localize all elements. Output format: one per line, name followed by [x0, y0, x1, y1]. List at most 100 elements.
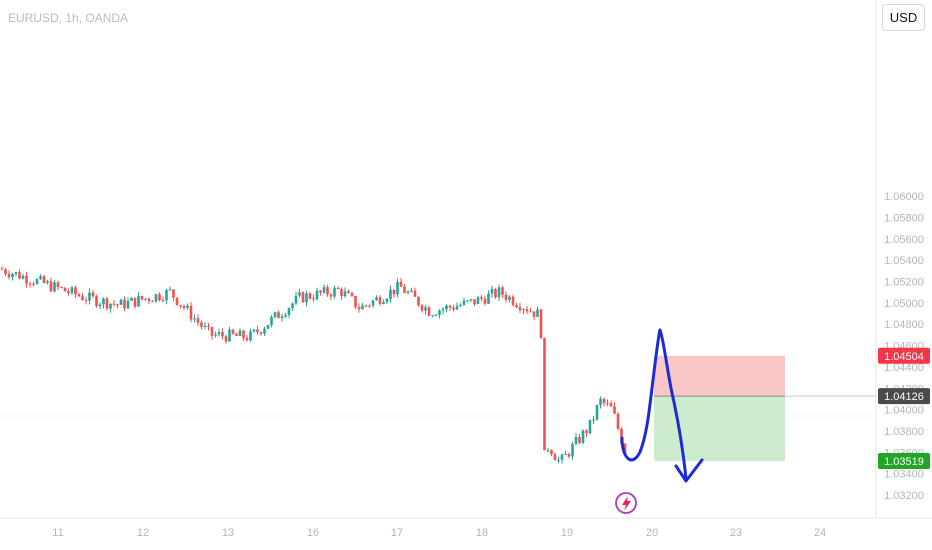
- candle-body: [574, 437, 578, 445]
- candle-body: [532, 311, 536, 317]
- y-tick-label: 1.03800: [884, 426, 924, 438]
- y-tick-label: 1.03200: [884, 490, 924, 502]
- candle-body: [88, 292, 91, 301]
- candle-body: [529, 311, 532, 313]
- candle-body: [298, 292, 301, 296]
- candle-body: [98, 304, 102, 307]
- candle-body: [49, 281, 53, 292]
- candle-body: [259, 332, 263, 334]
- x-tick-label: 18: [476, 527, 488, 539]
- candle-body: [385, 299, 389, 303]
- price-badge-stop: [878, 347, 930, 364]
- candle-body: [172, 289, 175, 298]
- x-tick-label: 12: [137, 527, 149, 539]
- candle-body: [14, 272, 18, 275]
- y-tick-label: 1.05400: [884, 255, 924, 267]
- candle-body: [151, 301, 154, 303]
- candle-body: [0, 268, 4, 270]
- y-tick-label: 1.04000: [884, 405, 924, 417]
- candle-body: [567, 454, 571, 457]
- x-tick-label: 20: [646, 527, 658, 539]
- candle-body: [483, 298, 487, 304]
- candle-body: [42, 276, 46, 284]
- candle-body: [193, 318, 196, 320]
- candle-body: [406, 291, 410, 293]
- candle-body: [217, 332, 221, 335]
- candle-body: [368, 305, 371, 307]
- y-tick-label: 1.06000: [884, 191, 924, 203]
- candle-body: [70, 287, 74, 294]
- candle-body: [67, 291, 70, 294]
- candle-body: [74, 287, 77, 295]
- candle-body: [228, 329, 231, 342]
- candle-body: [294, 295, 298, 304]
- candle-body: [175, 297, 179, 305]
- candle-body: [343, 291, 347, 296]
- stop-loss-zone[interactable]: [654, 355, 785, 397]
- price-badge-label: 1.04126: [884, 391, 924, 403]
- candle-body: [515, 305, 518, 308]
- lightning-bolt-icon[interactable]: [615, 492, 637, 514]
- candle-body: [133, 297, 137, 307]
- candle-body: [119, 299, 123, 305]
- candle-body: [144, 298, 147, 300]
- candle-body: [249, 331, 252, 341]
- candle-body: [182, 305, 186, 308]
- candle-body: [4, 269, 7, 274]
- x-tick-label: 23: [730, 527, 742, 539]
- candle-body: [371, 300, 375, 306]
- candle-body: [399, 281, 403, 287]
- x-tick-label: 24: [814, 527, 826, 539]
- y-tick-label: 1.05200: [884, 277, 924, 289]
- hand-drawn-arrow-down[interactable]: [620, 328, 704, 483]
- candle-body: [235, 333, 238, 336]
- candle-body: [501, 287, 504, 295]
- candle-body: [336, 287, 340, 290]
- candle-body: [245, 338, 249, 341]
- candle-body: [592, 419, 595, 421]
- candle-body: [109, 303, 112, 309]
- candle-body: [378, 297, 382, 304]
- y-tick-label: 1.05000: [884, 298, 924, 310]
- candle-body: [364, 305, 368, 307]
- candle-body: [126, 300, 130, 309]
- candle-body: [21, 275, 25, 279]
- candle-body: [287, 308, 291, 316]
- candle-body: [56, 282, 60, 288]
- candle-body: [557, 459, 560, 461]
- candle-body: [560, 454, 564, 460]
- candle-body: [238, 330, 242, 336]
- candle-body: [427, 307, 431, 316]
- candle-body: [277, 312, 280, 319]
- currency-button[interactable]: USD: [882, 4, 925, 31]
- y-tick-label: 1.04800: [884, 319, 924, 331]
- candle-body: [308, 293, 312, 299]
- candle-body: [256, 329, 259, 333]
- candle-body: [7, 273, 11, 278]
- candle-body: [189, 305, 193, 320]
- candle-body: [158, 294, 161, 300]
- price-axis[interactable]: 1.032001.034001.036001.038001.040001.042…: [884, 191, 924, 502]
- candle-body: [389, 289, 392, 300]
- candle-body: [319, 290, 322, 293]
- candle-body: [333, 287, 336, 297]
- candle-body: [280, 316, 284, 319]
- candle-body: [445, 305, 448, 310]
- candle-body: [35, 279, 39, 285]
- candle-body: [588, 419, 592, 434]
- candle-body: [95, 296, 98, 307]
- symbol-title: EURUSD, 1h, OANDA: [8, 11, 129, 25]
- candle-body: [609, 403, 613, 407]
- candle-body: [382, 302, 385, 304]
- candle-body: [525, 309, 529, 312]
- y-tick-label: 1.04400: [884, 362, 924, 374]
- candle-body: [224, 336, 228, 342]
- candle-body: [403, 286, 406, 293]
- time-axis[interactable]: 11 12 13 16 17 18 19 20 23 24: [52, 527, 826, 539]
- candle-body: [350, 293, 354, 296]
- price-badge-entry: [878, 388, 930, 405]
- long-short-position-tool[interactable]: [654, 355, 876, 461]
- candle-body: [154, 294, 158, 302]
- x-tick-label: 16: [307, 527, 319, 539]
